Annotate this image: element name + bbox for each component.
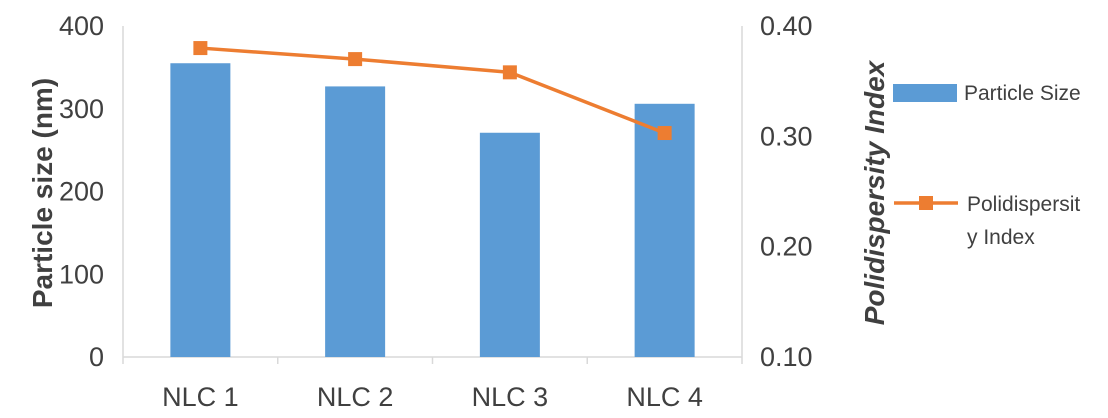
legend-label-polydispersity: y Index (967, 226, 1035, 249)
polydispersity-marker (348, 52, 363, 67)
polydispersity-marker (193, 41, 208, 56)
polydispersity-line (200, 46, 666, 135)
bar-particle-size (479, 132, 540, 357)
y2-tick-label: 0.30 (760, 121, 813, 151)
bar-particle-size (170, 63, 231, 358)
y-tick-label: 0 (89, 342, 104, 372)
y-tick-label: 100 (59, 259, 104, 289)
y-axis-title: Particle size (nm) (27, 78, 58, 308)
x-tick-label: NLC 4 (626, 382, 703, 412)
legend-swatch-marker (919, 196, 933, 210)
bar-particle-size (325, 86, 386, 357)
y2-tick-label: 0.10 (760, 342, 813, 372)
y2-axis-title: Polidispersity Index (859, 59, 890, 325)
y2-tick-label: 0.40 (760, 11, 813, 41)
x-tick-label: NLC 1 (162, 382, 239, 412)
line-series-group (193, 41, 672, 141)
y-tick-label: 400 (59, 11, 104, 41)
bar-particle-size (634, 103, 695, 357)
legend: Particle Size Polidispersit y Index (893, 82, 1081, 249)
left-axis-ticks: 0 100 200 300 400 (59, 11, 104, 372)
polydispersity-marker (502, 65, 517, 80)
y2-tick-label: 0.20 (760, 232, 813, 262)
right-axis-ticks: 0.10 0.20 0.30 0.40 (760, 11, 813, 372)
y-tick-label: 300 (59, 94, 104, 124)
y-tick-label: 200 (59, 177, 104, 207)
bar-series-group (170, 63, 695, 358)
legend-label-particle-size: Particle Size (964, 82, 1081, 105)
legend-label-polydispersity: Polidispersit (967, 193, 1080, 216)
x-tick-label: NLC 3 (472, 382, 549, 412)
x-tick-label: NLC 2 (317, 382, 394, 412)
legend-swatch-bar (893, 84, 957, 102)
x-axis-ticks: NLC 1 NLC 2 NLC 3 NLC 4 (162, 382, 703, 412)
polydispersity-marker (657, 126, 672, 141)
